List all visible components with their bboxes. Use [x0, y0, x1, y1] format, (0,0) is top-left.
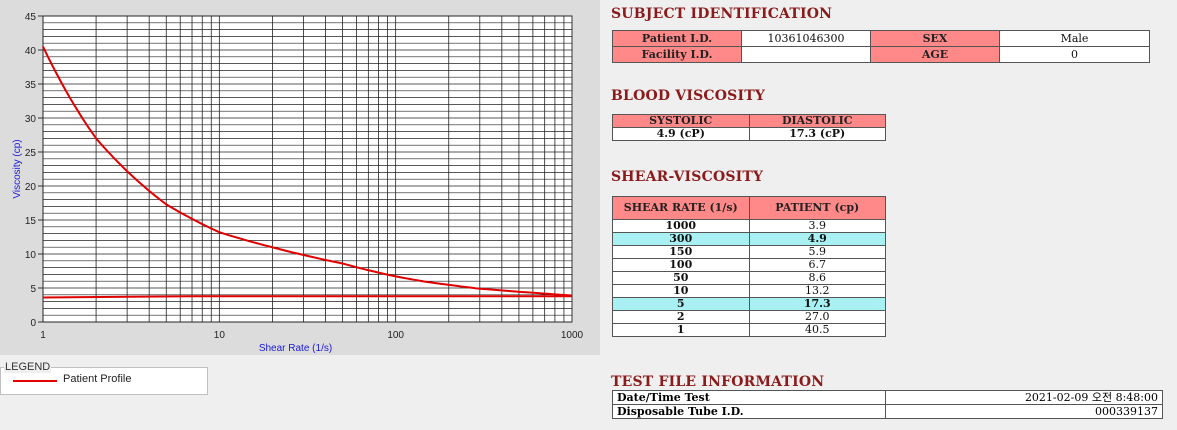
patient-header: PATIENT (cp)	[748, 196, 886, 220]
systolic-label: SYSTOLIC	[612, 114, 750, 128]
table-row: 300 4.9	[612, 232, 886, 246]
sex-value: Male	[999, 30, 1150, 47]
patient-value-cell: 4.9	[748, 232, 886, 246]
facility-id-label: Facility I.D.	[612, 46, 742, 63]
sex-label: SEX	[870, 30, 1000, 47]
shear-rate-cell: 150	[612, 245, 750, 259]
table-row: 5 17.3	[612, 297, 886, 311]
legend-label: Patient Profile	[63, 373, 132, 385]
table-row: 10 13.2	[612, 284, 886, 298]
shear-rate-cell: 10	[612, 284, 750, 298]
diastolic-value: 17.3 (cP)	[748, 127, 886, 141]
shear-rate-cell: 2	[612, 310, 750, 324]
diastolic-label: DIASTOLIC	[748, 114, 886, 128]
blood-viscosity-title: BLOOD VISCOSITY	[611, 88, 766, 104]
systolic-value: 4.9 (cP)	[612, 127, 750, 141]
legend-title: LEGEND	[4, 361, 52, 373]
table-row: 150 5.9	[612, 245, 886, 259]
y-tick-label: 5	[30, 284, 36, 295]
shear-rate-cell: 50	[612, 271, 750, 285]
table-row: 100 6.7	[612, 258, 886, 272]
shear-rate-header: SHEAR RATE (1/s)	[612, 196, 750, 220]
y-tick-label: 45	[25, 12, 37, 23]
shear-viscosity-table: SHEAR RATE (1/s) PATIENT (cp) 1000 3.9 300…	[612, 196, 886, 337]
age-label: AGE	[870, 46, 1000, 63]
x-tick-label: 1	[40, 330, 46, 341]
shear-rate-cell: 1000	[612, 219, 750, 233]
test-file-title: TEST FILE INFORMATION	[611, 374, 825, 390]
patient-id-label: Patient I.D.	[612, 30, 742, 47]
table-row: 50 8.6	[612, 271, 886, 285]
y-tick-label: 10	[25, 250, 37, 261]
y-tick-label: 0	[30, 318, 36, 329]
subject-title: SUBJECT IDENTIFICATION	[611, 6, 833, 22]
series-line-patient-profile	[42, 295, 572, 299]
viscosity-chart: 0 5 10 15 20 25 30 35 40 45 1 10 100 1000 Shear Rate (…	[12, 12, 584, 354]
table-row: 2 27.0	[612, 310, 886, 324]
y-tick-label: 15	[25, 216, 37, 227]
x-tick-label: 10	[214, 330, 226, 341]
series-line-patient-profile	[42, 46, 573, 297]
shear-viscosity-title: SHEAR-VISCOSITY	[611, 169, 764, 185]
patient-value-cell: 3.9	[748, 219, 886, 233]
legend-swatch	[13, 380, 57, 382]
y-tick-label: 40	[25, 46, 37, 57]
patient-value-cell: 5.9	[748, 245, 886, 259]
y-tick-label: 25	[25, 148, 37, 159]
datetime-value: 2021-02-09 오전 8:48:00	[885, 390, 1163, 405]
shear-rate-cell: 5	[612, 297, 750, 311]
patient-value-cell: 8.6	[748, 271, 886, 285]
table-row: 1 40.5	[612, 323, 886, 337]
plot-area	[42, 15, 573, 323]
shear-rate-cell: 300	[612, 232, 750, 246]
y-tick-label: 35	[25, 80, 37, 91]
tube-id-label: Disposable Tube I.D.	[612, 404, 886, 419]
patient-value-cell: 17.3	[748, 297, 886, 311]
legend-box: Patient Profile	[0, 367, 208, 395]
age-value: 0	[999, 46, 1150, 63]
y-tick-label: 30	[25, 114, 37, 125]
patient-value-cell: 6.7	[748, 258, 886, 272]
table-row: 1000 3.9	[612, 219, 886, 233]
facility-id-value	[741, 46, 871, 63]
x-tick-label: 100	[387, 330, 404, 341]
patient-value-cell: 27.0	[748, 310, 886, 324]
y-axis-label: Viscosity (cp)	[12, 139, 23, 198]
subject-table: Patient I.D. 10361046300 SEX Male Facili…	[612, 30, 1150, 63]
patient-value-cell: 13.2	[748, 284, 886, 298]
chart-panel: 0 5 10 15 20 25 30 35 40 45 1 10 100 1000 Shear Rate (…	[0, 0, 600, 355]
patient-value-cell: 40.5	[748, 323, 886, 337]
test-file-table: Date/Time Test 2021-02-09 오전 8:48:00 Dis…	[612, 390, 1163, 419]
x-tick-label: 1000	[561, 330, 584, 341]
shear-viscosity-rows: 1000 3.9 300 4.9 150 5.9 100 6.7 50 8.6 10 13.2 5 17.…	[612, 219, 886, 337]
tube-id-value: 000339137	[885, 404, 1163, 419]
shear-rate-cell: 100	[612, 258, 750, 272]
datetime-label: Date/Time Test	[612, 390, 886, 405]
patient-id-value: 10361046300	[741, 30, 871, 47]
shear-rate-cell: 1	[612, 323, 750, 337]
blood-viscosity-table: SYSTOLIC DIASTOLIC 4.9 (cP) 17.3 (cP)	[612, 114, 886, 141]
y-tick-label: 20	[25, 182, 37, 193]
x-axis-label: Shear Rate (1/s)	[259, 343, 332, 354]
